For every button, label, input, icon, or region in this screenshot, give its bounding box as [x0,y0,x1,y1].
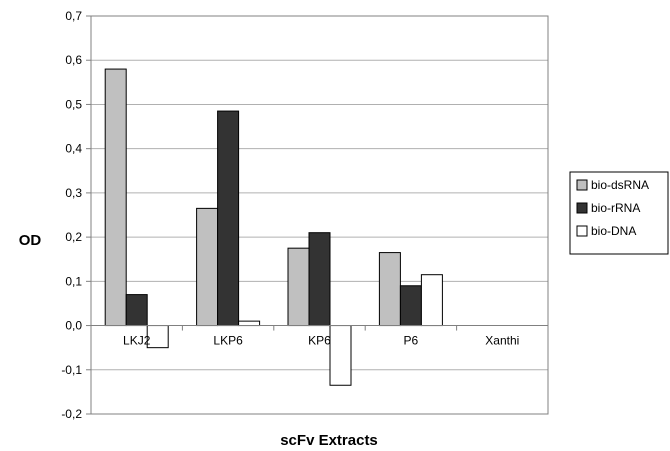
bar-bio-dna [329,325,352,386]
x-tick-label: Xanthi [485,334,519,348]
bar-bio-dsrna [104,68,127,327]
y-tick-label: 0,4 [65,142,82,156]
x-tick-label: P6 [404,334,419,348]
legend-swatch [576,202,588,214]
legend: bio-dsRNA bio-rRNA bio-DNA [569,171,669,255]
axes [86,15,549,415]
y-tick-labels: -0,2 -0,1 0,0 0,1 0,2 0,3 0,4 0,5 0,6 0,7 [61,9,82,421]
bar-bio-dna [238,320,261,327]
y-tick-label: 0,3 [65,186,82,200]
plot-area-border [90,15,549,415]
x-tick-labels: LKJ2 LKP6 KP6 P6 Xanthi [123,334,519,348]
y-tick-label: 0,2 [65,230,82,244]
bar-bio-dna [420,274,443,327]
bar-bio-rrna [125,294,148,327]
y-tick-label: 0,6 [65,53,82,67]
x-tick-label: LKJ2 [123,334,151,348]
x-tick-label: KP6 [308,334,331,348]
legend-label: bio-dsRNA [591,178,649,192]
legend-swatch [576,179,588,191]
gridlines [91,15,548,415]
y-tick-label: 0,7 [65,9,82,23]
y-tick-label: 0,5 [65,97,82,111]
bars [104,68,443,386]
x-axis-title: scFv Extracts [280,432,378,449]
y-tick-label: 0,0 [65,319,82,333]
bar-bio-dsrna [196,207,219,327]
bar-bio-dsrna [378,252,401,327]
bar-bio-rrna [217,110,240,327]
y-axis-title: OD [19,232,42,249]
legend-swatch [576,225,588,237]
y-tick-label: 0,1 [65,274,82,288]
bar-bio-dsrna [287,247,310,327]
bar-bio-rrna [399,285,422,327]
y-tick-label: -0,2 [61,407,82,421]
legend-label: bio-DNA [591,224,636,238]
bar-bio-rrna [308,232,331,327]
y-tick-label: -0,1 [61,363,82,377]
legend-label: bio-rRNA [591,201,640,215]
x-tick-label: LKP6 [213,334,243,348]
